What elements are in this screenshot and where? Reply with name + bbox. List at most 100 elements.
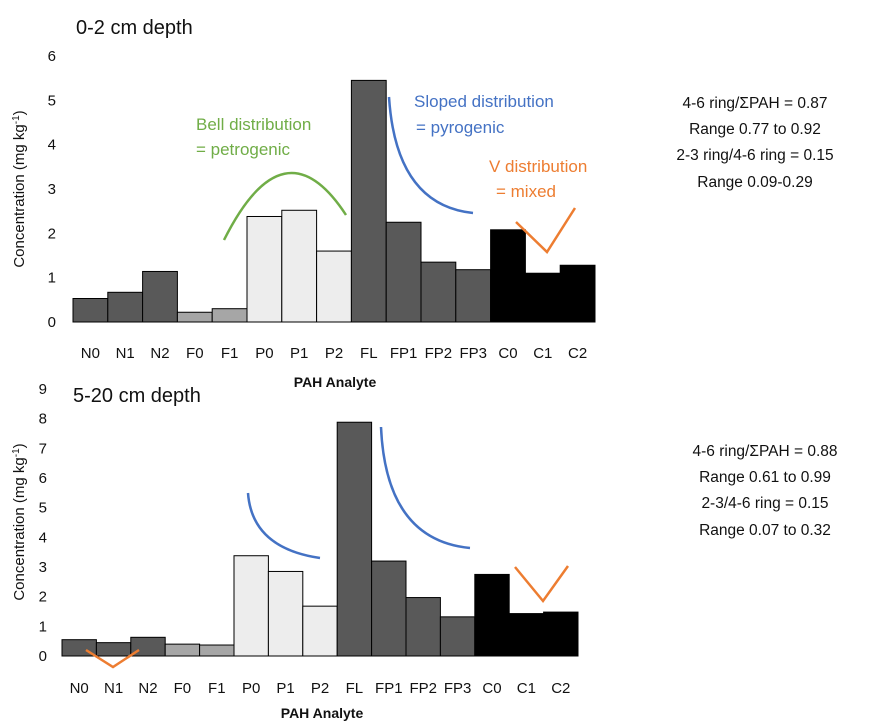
y-tick-label: 2 (39, 589, 47, 606)
panel-title: 5-20 cm depth (73, 385, 201, 407)
bar-p2 (302, 605, 338, 657)
annotation-label: V distribution (489, 157, 587, 176)
bar-n0 (72, 298, 109, 323)
x-tick-label: FP2 (425, 345, 453, 362)
bar-fp2 (405, 597, 441, 657)
bar-f0 (176, 311, 213, 323)
note-line: 4-6 ring/ΣPAH = 0.87 (683, 95, 828, 112)
bar-n1 (95, 642, 132, 657)
summary-notes: 4-6 ring/ΣPAH = 0.87 Range 0.77 to 0.92 … (676, 95, 833, 191)
x-tick-label: F1 (208, 680, 226, 697)
bar-fp1 (371, 560, 407, 657)
bar-p1 (267, 570, 304, 657)
annotation-slope-small (246, 492, 321, 560)
x-tick-label: FP3 (459, 345, 487, 362)
bar-fp1 (385, 221, 422, 323)
y-tick-label: 6 (39, 470, 47, 487)
note-line: 4-6 ring/ΣPAH = 0.88 (693, 443, 838, 460)
x-tick-label: P1 (290, 345, 308, 362)
bar-fl (336, 421, 373, 657)
y-tick-labels: 0 1 2 3 4 5 6 (48, 48, 56, 331)
note-line: Range 0.07 to 0.32 (699, 522, 831, 539)
x-tick-label: F1 (221, 345, 239, 362)
x-tick-label: N0 (81, 345, 100, 362)
x-tick-label: C2 (568, 345, 587, 362)
x-tick-labels: N0 N1 N2 F0 F1 P0 P1 P2 FL FP1 FP2 FP3 C0 C1 C2 (70, 680, 571, 697)
y-tick-label: 1 (39, 618, 47, 635)
y-axis-superscript: -1 (11, 115, 22, 124)
y-tick-label: 3 (39, 559, 47, 576)
note-line: 2-3/4-6 ring = 0.15 (701, 495, 828, 512)
x-tick-label: P1 (276, 680, 294, 697)
bell-curve (222, 171, 348, 241)
slope-curve (387, 96, 474, 215)
y-tick-label: 9 (39, 381, 47, 398)
bar-fp3 (439, 616, 476, 657)
x-tick-label: C2 (551, 680, 570, 697)
bar-f1 (211, 308, 248, 323)
x-tick-label: FL (346, 680, 364, 697)
x-tick-label: N1 (116, 345, 135, 362)
x-axis-title: PAH Analyte (281, 705, 364, 721)
annotation-label: Bell distribution (196, 115, 311, 134)
note-line: Range 0.77 to 0.92 (689, 121, 821, 138)
annotation-v-small (85, 648, 140, 669)
x-tick-labels: N0 N1 N2 F0 F1 P0 P1 P2 FL FP1 FP2 FP3 C0 C1 C2 (81, 345, 587, 362)
y-tick-labels: 0 1 2 3 4 5 6 7 8 9 (39, 381, 47, 665)
y-tick-label: 1 (48, 270, 56, 287)
bar-p0 (246, 215, 283, 323)
note-line: Range 0.61 to 0.99 (699, 469, 831, 486)
x-tick-label: C0 (498, 345, 517, 362)
x-tick-label: N0 (70, 680, 89, 697)
annotation-label: = petrogenic (196, 140, 291, 159)
chart-panel-bottom: 5-20 cm depth Concentration (mg kg-1) 0 1… (11, 381, 838, 721)
x-tick-label: P0 (242, 680, 260, 697)
x-tick-label: N1 (104, 680, 123, 697)
x-tick-label: F0 (186, 345, 204, 362)
annotation-slope (379, 426, 471, 550)
bar-n1 (107, 291, 144, 323)
slope-curve (246, 492, 321, 560)
x-tick-label: C1 (517, 680, 536, 697)
y-axis-title: Concentration (mg kg-1) (11, 443, 28, 600)
v-shape (514, 565, 570, 604)
y-tick-label: 3 (48, 181, 56, 198)
bar-fp3 (455, 269, 492, 323)
y-tick-label: 8 (39, 411, 47, 428)
x-tick-label: FP3 (444, 680, 472, 697)
bars (61, 421, 579, 657)
v-shape (515, 207, 577, 254)
x-tick-label: FP2 (409, 680, 437, 697)
bar-c1 (524, 272, 561, 323)
annotation-v-mixed: V distribution = mixed (489, 157, 587, 254)
x-tick-label: F0 (174, 680, 192, 697)
y-tick-label: 2 (48, 225, 56, 242)
bar-fp2 (420, 261, 457, 323)
bar-p0 (233, 555, 269, 657)
chart-panel-top: 0-2 cm depth Concentration (mg kg-1) 0 1 2… (11, 17, 834, 390)
panel-title: 0-2 cm depth (76, 17, 193, 39)
annotation-bell-petrogenic: Bell distribution = petrogenic (196, 115, 348, 241)
y-axis-close: ) (11, 110, 28, 115)
y-tick-label: 5 (39, 500, 47, 517)
x-tick-label: C1 (533, 345, 552, 362)
summary-notes: 4-6 ring/ΣPAH = 0.88 Range 0.61 to 0.99 … (693, 443, 838, 539)
x-tick-label: P0 (255, 345, 273, 362)
annotation-label: Sloped distribution (414, 92, 554, 111)
x-tick-label: N2 (138, 680, 157, 697)
annotation-label: = pyrogenic (416, 118, 505, 137)
bar-f0 (164, 643, 201, 657)
x-tick-label: N2 (150, 345, 169, 362)
bar-c2 (559, 264, 596, 323)
x-tick-label: C0 (482, 680, 501, 697)
y-axis-title: Concentration (mg kg-1) (11, 110, 28, 267)
annotation-sloped-pyrogenic: Sloped distribution = pyrogenic (387, 92, 554, 215)
bar-c2 (543, 611, 579, 657)
v-shape (85, 648, 140, 669)
x-tick-label: FP1 (390, 345, 418, 362)
bar-fl (350, 79, 387, 323)
bar-f1 (199, 644, 235, 657)
note-line: 2-3 ring/4-6 ring = 0.15 (676, 147, 833, 164)
bar-p1 (281, 209, 318, 323)
